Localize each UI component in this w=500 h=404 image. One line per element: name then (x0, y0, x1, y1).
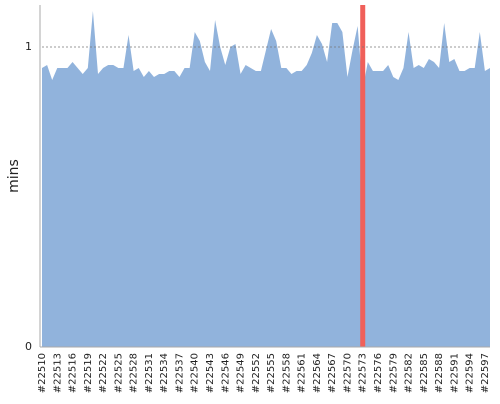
x-tick-label: #22576 (373, 353, 384, 393)
x-tick-label: #22546 (220, 353, 231, 393)
y-tick-label: 1 (25, 40, 32, 53)
x-tick-label: #22582 (404, 353, 415, 393)
x-tick-label: #22579 (388, 353, 399, 393)
area (42, 11, 490, 347)
x-tick-label: #22510 (37, 353, 48, 393)
x-tick-label: #22516 (68, 353, 79, 393)
x-tick-label: #22594 (465, 353, 476, 393)
x-tick-label: #22537 (174, 353, 185, 393)
x-tick-label: #22564 (312, 353, 323, 393)
x-tick-label: #22531 (144, 353, 155, 393)
x-tick-label: #22591 (449, 353, 460, 393)
x-tick-label: #22555 (266, 353, 277, 393)
x-tick-label: #22597 (480, 353, 491, 393)
x-tick-label: #22525 (113, 353, 124, 393)
x-tick-label: #22561 (297, 353, 308, 393)
x-tick-label: #22585 (419, 353, 430, 393)
x-tick-label: #22528 (129, 353, 140, 393)
x-tick-label: #22588 (434, 353, 445, 393)
x-tick-label: #22540 (190, 353, 201, 393)
highlight-bar (360, 5, 366, 347)
x-tick-label: #22513 (52, 353, 63, 393)
x-tick-label: #22558 (281, 353, 292, 393)
x-tick-label: #22573 (358, 353, 369, 393)
x-tick-label: #22522 (98, 353, 109, 393)
x-tick-label: #22519 (83, 353, 94, 393)
x-tick-label: #22570 (342, 353, 353, 393)
x-tick-label: #22552 (251, 353, 262, 393)
x-tick-label: #22567 (327, 353, 338, 393)
x-tick-label: #22543 (205, 353, 216, 393)
y-tick-label: 0 (25, 340, 32, 353)
x-tick-label: #22534 (159, 353, 170, 393)
y-axis-label: mins (6, 159, 22, 193)
x-tick-label: #22549 (236, 353, 247, 393)
